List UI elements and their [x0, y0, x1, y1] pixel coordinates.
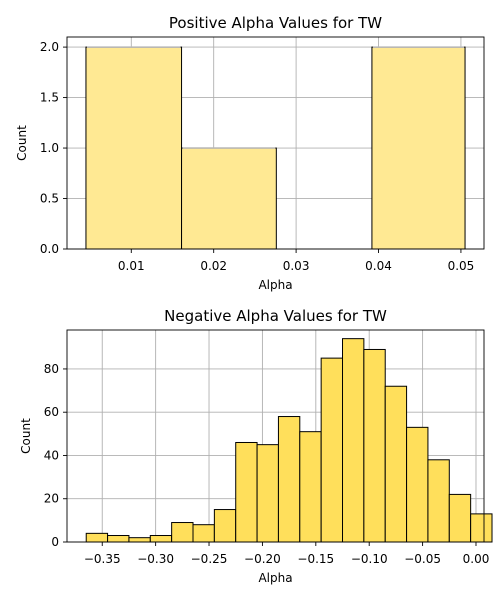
histogram-bar	[107, 535, 130, 543]
histogram-bar	[235, 441, 258, 543]
histogram-bar	[181, 147, 277, 250]
chart-title: Negative Alpha Values for TW	[164, 307, 387, 325]
x-axis-label: Alpha	[258, 278, 292, 292]
y-tick-label: 1.5	[40, 91, 59, 105]
x-tick-label: 0.05	[448, 259, 475, 273]
histogram-bar	[384, 385, 408, 543]
y-tick-label: 40	[44, 448, 59, 462]
x-tick-label: 0.04	[365, 259, 392, 273]
y-tick-label: 60	[44, 405, 59, 419]
histogram-bar	[299, 431, 322, 543]
y-tick-label: 20	[44, 492, 59, 506]
histogram-bar	[85, 532, 109, 543]
histogram-bar	[128, 537, 151, 543]
x-tick-label: 0.00	[463, 552, 490, 566]
histogram-bar	[371, 46, 466, 250]
x-tick-label: 0.02	[200, 259, 227, 273]
histogram-bar	[320, 357, 344, 543]
axes-frame	[66, 329, 485, 543]
subplot-1: 0.01 0.02 0.03 0.04 0.05 0.0 0.5 1.0 1.5 2.0 Posit…	[15, 14, 485, 292]
x-tick-label: −0.20	[244, 552, 281, 566]
x-tick-label: 0.01	[118, 259, 145, 273]
histogram-bar	[342, 338, 365, 543]
histogram-bar	[363, 348, 386, 543]
y-axis-label: Count	[15, 125, 29, 161]
histogram-bar	[277, 416, 301, 543]
y-axis-label: Count	[19, 418, 33, 454]
histogram-bar	[406, 426, 429, 543]
x-tick-label: −0.10	[351, 552, 388, 566]
y-tick-label: 80	[44, 362, 59, 376]
histogram-bar	[470, 513, 493, 543]
x-tick-label: −0.30	[137, 552, 174, 566]
x-tick-label: 0.03	[283, 259, 310, 273]
x-tick-label: −0.35	[84, 552, 121, 566]
subplot-2: −0.35 −0.30 −0.25 −0.20 −0.15 −0.10 −0.05 0.00 0…	[19, 307, 493, 585]
y-tick-label: 2.0	[40, 40, 59, 54]
y-tick-label: 0.5	[40, 192, 59, 206]
histogram-bar	[213, 509, 237, 543]
y-tick-label: 0	[51, 535, 59, 549]
x-tick-label: −0.15	[297, 552, 334, 566]
histogram-bar	[192, 524, 215, 543]
histogram-bar	[149, 535, 173, 543]
histogram-bar	[448, 493, 472, 543]
y-tick-label: 0.0	[40, 242, 59, 256]
x-axis-label: Alpha	[258, 571, 292, 585]
histogram-bar	[256, 444, 279, 543]
histogram-bar	[427, 459, 450, 543]
axes-frame	[66, 36, 485, 250]
x-tick-label: −0.25	[191, 552, 228, 566]
y-tick-label: 1.0	[40, 141, 59, 155]
chart-title: Positive Alpha Values for TW	[169, 14, 382, 32]
x-tick-label: −0.05	[404, 552, 441, 566]
histogram-bar	[171, 522, 194, 543]
histogram-bar	[85, 46, 183, 250]
